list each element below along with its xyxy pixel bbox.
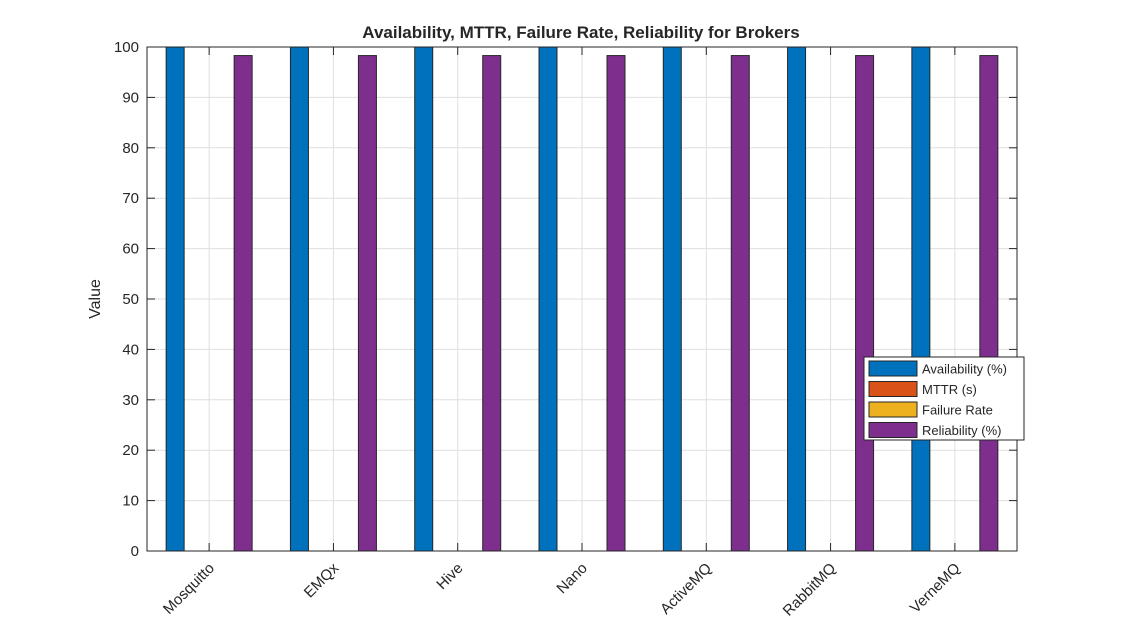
axis-ticks [147,46,1017,552]
x-tick-label: Nano [553,560,590,597]
y-tick-label: 20 [122,442,139,459]
y-tick-label: 30 [122,392,139,409]
chart-title: Availability, MTTR, Failure Rate, Reliab… [362,23,799,42]
bar-availability-emqx [289,46,309,552]
y-tick-label: 0 [131,543,139,560]
bar-availability-mosquitto [165,46,185,552]
legend-swatch [868,422,918,438]
y-tick-label: 70 [122,190,139,207]
y-tick-label: 10 [122,493,139,510]
bar-reliability-mosquitto [233,55,253,552]
bar-availability-rabbitmq [787,46,807,552]
legend-label: Reliability (%) [922,423,1001,438]
x-tick-label: ActiveMQ [657,560,715,618]
grid-lines [147,47,1017,551]
legend: Availability (%) MTTR (s) Failure Rate Reli… [863,356,1025,441]
legend-label: Failure Rate [922,403,993,418]
x-tick-label: Mosquitto [160,560,218,618]
bar-availability-activemq [662,46,682,552]
legend-swatch [868,360,918,377]
legend-label: Availability (%) [922,362,1007,377]
x-tick-label: RabbitMQ [780,560,840,620]
y-tick-label: 60 [122,241,139,258]
bar-reliability-rabbitmq [855,55,875,552]
legend-swatch [868,401,918,418]
y-tick-label: 50 [122,291,139,308]
bar-availability-nano [538,46,558,552]
y-tick-labels: 0 10 20 30 40 50 60 70 80 90 100 [114,39,139,560]
y-tick-label: 100 [114,39,139,56]
y-axis-label: Value [87,279,104,319]
legend-swatch [868,381,918,397]
legend-label: MTTR (s) [922,382,977,397]
y-tick-label: 40 [122,341,139,358]
bar-reliability-nano [606,55,626,552]
bar-reliability-hive [482,55,502,552]
bar-availability-vernemq [911,46,931,552]
y-tick-label: 80 [122,140,139,157]
x-tick-label: VerneMQ [907,560,964,617]
y-tick-label: 90 [122,89,139,106]
x-tick-label: EMQx [301,559,343,601]
bar-reliability-emqx [357,55,377,552]
bar-reliability-activemq [730,55,750,552]
x-tick-label: Hive [433,560,466,593]
bar-availability-hive [414,46,434,552]
bar-reliability-vernemq [979,55,999,552]
x-tick-labels: Mosquitto EMQx Hive Nano ActiveMQ RabbitMQ Ver… [160,559,964,619]
